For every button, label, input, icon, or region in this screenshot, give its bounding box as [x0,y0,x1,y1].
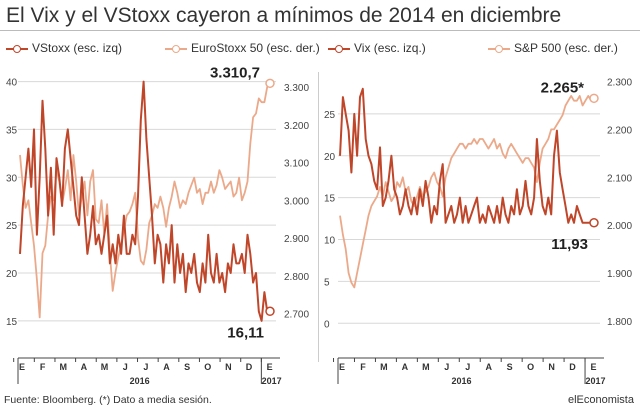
series-line [339,87,594,224]
month-label: E [339,362,345,372]
right-tick-label: 3.100 [284,159,309,170]
month-label: E [267,362,273,372]
right-tick-label: 3.300 [284,83,309,94]
series-line [339,95,595,289]
legend-swatch-vstoxx [6,44,28,53]
left-tick-label: 15 [324,194,336,205]
left-tick-label: 0 [324,319,330,330]
legend-vix: Vix (esc. izq.) [328,41,426,55]
right-tick-label: 2.000 [607,221,632,232]
left-tick-label: 20 [6,269,18,280]
month-label: A [485,362,492,372]
right-tick-label: 1.900 [607,269,632,280]
month-label: E [591,362,597,372]
month-label: F [40,362,46,372]
legend-sp500: S&P 500 (esc. der.) [488,41,618,55]
right-tick-label: 2.300 [607,78,632,89]
right-tick-label: 2.100 [607,173,632,184]
right-tick-label: 3.200 [284,121,309,132]
legend-label-vstoxx: VStoxx (esc. izq) [32,41,123,55]
month-label: O [527,362,534,372]
brand-logo-text: elEconomista [567,394,634,406]
series-end-label: 2.265* [541,79,585,96]
series-end-marker [265,306,275,317]
chart-right-vix-sp500: 0 5 10 15 20 25 1.800 1.900 2.000 2.100 2.200 2.300… [324,78,632,386]
legend-swatch-vix [328,44,350,53]
series-end-marker [265,78,275,89]
left-tick-label: 20 [324,152,336,163]
series-end-label: 3.310,7 [210,64,260,81]
right-tick-label: 3.000 [284,196,309,207]
month-label: A [402,362,409,372]
right-tick-label: 2.800 [284,272,309,283]
month-label: F [360,362,366,372]
panel-divider [318,72,319,362]
month-label: A [81,362,88,372]
month-label: J [123,362,128,372]
month-label: O [204,362,211,372]
left-tick-label: 35 [6,125,18,136]
year-label: 2016 [452,376,472,386]
right-tick-label: 1.800 [607,317,632,328]
month-label: M [60,362,68,372]
series-end-label: 11,93 [551,236,588,253]
month-label: S [184,362,190,372]
legend-label-eurostoxx: EuroStoxx 50 (esc. der.) [191,41,320,55]
left-tick-label: 5 [324,277,330,288]
right-tick-label: 2.900 [284,234,309,245]
month-label: D [246,362,253,372]
legend-label-vix: Vix (esc. izq.) [354,41,426,55]
source-note: Fuente: Bloomberg. (*) Dato a media sesi… [4,394,212,406]
month-label: N [225,362,232,372]
year-label: 2017 [586,376,606,386]
series-end-marker [589,218,599,228]
month-label: D [569,362,576,372]
left-tick-label: 30 [6,173,18,184]
month-label: E [19,362,25,372]
month-label: J [444,362,449,372]
left-tick-label: 10 [324,236,336,247]
month-label: N [548,362,555,372]
left-tick-label: 15 [6,317,18,328]
series-end-marker [589,93,599,104]
month-label: A [163,362,170,372]
month-label: S [507,362,513,372]
year-label: 2016 [130,376,150,386]
month-label: M [422,362,430,372]
legend-vstoxx: VStoxx (esc. izq) [6,41,122,55]
legend-swatch-sp500 [488,44,510,53]
year-label: 2017 [262,376,282,386]
series-line [19,80,270,322]
series-end-label: 16,11 [227,324,264,341]
left-tick-label: 25 [324,110,336,121]
title-rule [0,30,640,31]
left-tick-label: 40 [6,78,18,89]
legend-swatch-eurostoxx [165,44,187,53]
chart-title: El Vix y el VStoxx cayeron a mínimos de … [6,4,562,27]
legend-label-sp500: S&P 500 (esc. der.) [514,41,618,55]
month-label: J [465,362,470,372]
left-tick-label: 25 [6,221,18,232]
chart-left-vstoxx-eurostoxx: 15 20 25 30 35 40 2.700 2.800 2.900 3.000 3.100 3.2… [6,64,309,386]
month-label: M [380,362,388,372]
right-tick-label: 2.700 [284,310,309,321]
legend-eurostoxx: EuroStoxx 50 (esc. der.) [165,41,320,55]
month-label: M [101,362,109,372]
month-label: J [143,362,148,372]
right-tick-label: 2.200 [607,125,632,136]
